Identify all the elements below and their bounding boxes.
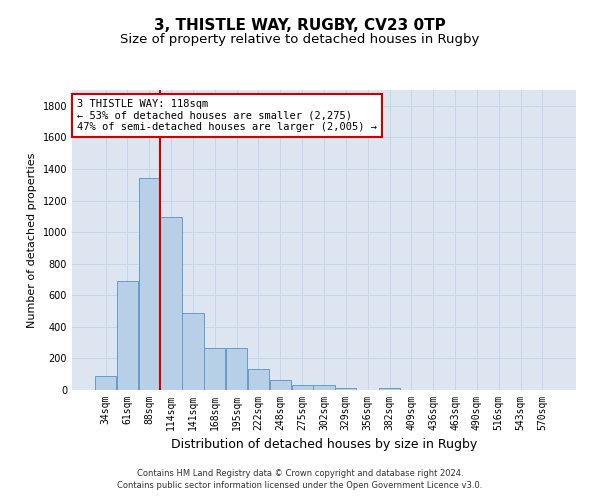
Bar <box>182 312 203 390</box>
Bar <box>117 281 138 390</box>
Bar <box>335 388 356 390</box>
Bar <box>379 388 400 390</box>
Text: Contains public sector information licensed under the Open Government Licence v3: Contains public sector information licen… <box>118 481 482 490</box>
Text: 3, THISTLE WAY, RUGBY, CV23 0TP: 3, THISTLE WAY, RUGBY, CV23 0TP <box>154 18 446 32</box>
Bar <box>313 386 335 390</box>
Bar <box>248 370 269 390</box>
Bar <box>270 380 291 390</box>
Bar <box>204 348 226 390</box>
X-axis label: Distribution of detached houses by size in Rugby: Distribution of detached houses by size … <box>171 438 477 452</box>
Bar <box>226 348 247 390</box>
Bar <box>292 386 313 390</box>
Text: Contains HM Land Registry data © Crown copyright and database right 2024.: Contains HM Land Registry data © Crown c… <box>137 468 463 477</box>
Bar <box>139 178 160 390</box>
Text: 3 THISTLE WAY: 118sqm
← 53% of detached houses are smaller (2,275)
47% of semi-d: 3 THISTLE WAY: 118sqm ← 53% of detached … <box>77 99 377 132</box>
Bar <box>160 217 182 390</box>
Bar <box>95 376 116 390</box>
Y-axis label: Number of detached properties: Number of detached properties <box>27 152 37 328</box>
Text: Size of property relative to detached houses in Rugby: Size of property relative to detached ho… <box>121 32 479 46</box>
